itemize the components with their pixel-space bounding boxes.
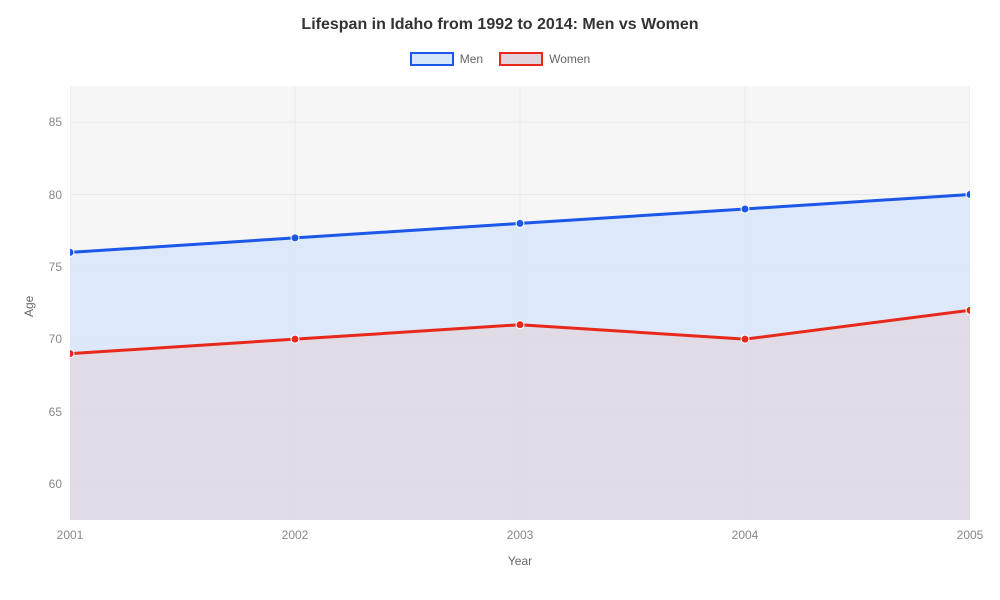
x-tick-label: 2004 — [725, 528, 765, 542]
marker-men[interactable] — [741, 205, 749, 213]
marker-men[interactable] — [291, 234, 299, 242]
y-tick-label: 60 — [49, 477, 62, 491]
x-tick-label: 2005 — [950, 528, 990, 542]
legend-label-women: Women — [549, 52, 590, 66]
chart-container: Lifespan in Idaho from 1992 to 2014: Men… — [0, 0, 1000, 600]
legend-item-women[interactable]: Women — [499, 52, 590, 66]
marker-women[interactable] — [741, 335, 749, 343]
y-tick-label: 80 — [49, 188, 62, 202]
legend-swatch-men — [410, 52, 454, 66]
x-tick-label: 2001 — [50, 528, 90, 542]
marker-men[interactable] — [516, 219, 524, 227]
legend-swatch-women — [499, 52, 543, 66]
legend: Men Women — [0, 52, 1000, 66]
marker-women[interactable] — [291, 335, 299, 343]
marker-men[interactable] — [966, 191, 970, 199]
y-axis-label: Age — [22, 296, 36, 317]
marker-women[interactable] — [516, 321, 524, 329]
plot-svg — [70, 86, 970, 520]
marker-women[interactable] — [70, 350, 74, 358]
legend-label-men: Men — [460, 52, 483, 66]
x-axis-label: Year — [70, 554, 970, 568]
legend-item-men[interactable]: Men — [410, 52, 483, 66]
chart-title: Lifespan in Idaho from 1992 to 2014: Men… — [0, 16, 1000, 34]
y-tick-label: 75 — [49, 260, 62, 274]
x-tick-label: 2002 — [275, 528, 315, 542]
y-tick-label: 85 — [49, 115, 62, 129]
y-tick-label: 70 — [49, 332, 62, 346]
marker-men[interactable] — [70, 248, 74, 256]
marker-women[interactable] — [966, 306, 970, 314]
y-tick-label: 65 — [49, 405, 62, 419]
x-tick-label: 2003 — [500, 528, 540, 542]
